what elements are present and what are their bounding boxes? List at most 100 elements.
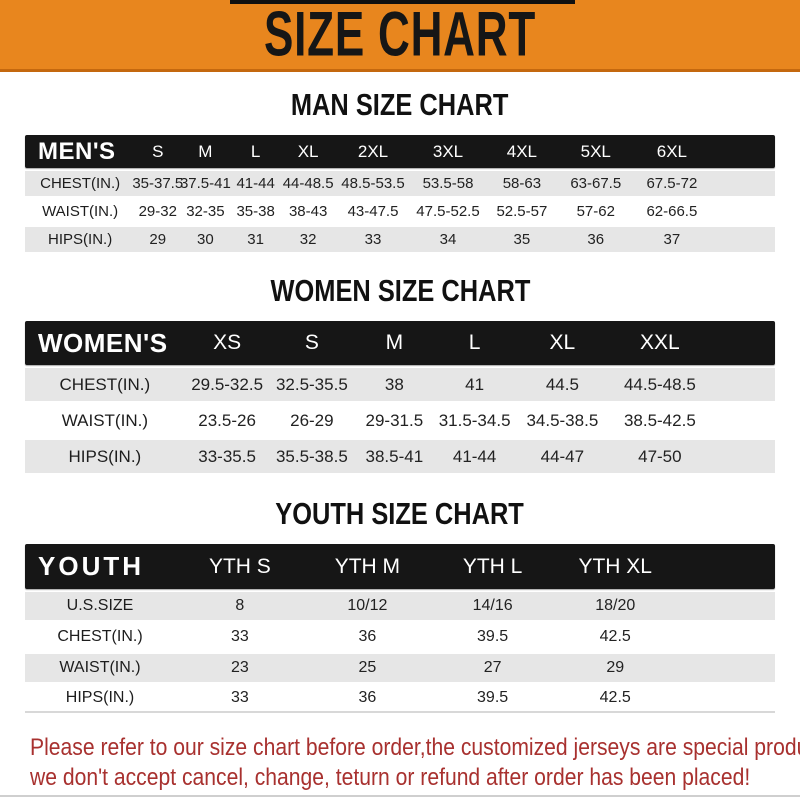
row-spacer <box>675 685 775 711</box>
size-value: 44-48.5 <box>282 175 334 193</box>
row-spacer <box>711 199 776 224</box>
size-value: 43-47.5 <box>347 203 399 221</box>
size-value: 29 <box>149 231 167 249</box>
size-value: 53.5-58 <box>422 175 474 193</box>
column-header: XS <box>213 331 242 355</box>
column-header: XL <box>549 331 576 355</box>
size-value: 42.5 <box>599 628 631 646</box>
section-title-youth: YOUTH SIZE CHART <box>275 496 525 532</box>
size-value: 39.5 <box>477 628 509 646</box>
size-value: 35.5-38.5 <box>275 446 348 466</box>
table-corner-label: YOUTH <box>38 551 144 582</box>
header-spacer <box>710 321 775 365</box>
section-title-man: MAN SIZE CHART <box>291 87 509 122</box>
size-value: 62-66.5 <box>646 203 698 221</box>
section-title-women: WOMEN SIZE CHART <box>270 273 530 309</box>
banner: SIZE CHART <box>0 0 800 72</box>
page-title: SIZE CHART <box>263 0 537 70</box>
column-header: YTH XL <box>578 554 652 578</box>
size-value: 31.5-34.5 <box>438 410 511 430</box>
table-header-row: YOUTH YTH S YTH M YTH L YTH XL <box>25 544 775 590</box>
size-value: 10/12 <box>347 597 388 615</box>
column-header: XL <box>297 141 319 161</box>
size-value: 32.5-35.5 <box>275 374 348 394</box>
row-label: WAIST(IN.) <box>59 659 141 677</box>
row-label: CHEST(IN.) <box>57 628 143 646</box>
size-value: 23.5-26 <box>198 410 256 430</box>
size-value: 41 <box>465 374 485 394</box>
size-value: 32 <box>299 231 317 249</box>
size-value: 26-29 <box>290 410 334 430</box>
size-value: 58-63 <box>502 175 542 193</box>
table-row: WAIST(IN.) 23 25 27 29 <box>25 654 775 683</box>
bottom-edge-line <box>0 795 800 797</box>
men-size-table: MEN'S S M L XL 2XL 3XL 4XL 5XL 6XL CHEST(IN.) 35-37… <box>25 135 776 253</box>
size-value: 39.5 <box>477 689 509 707</box>
table-row: WAIST(IN.) 23.5-26 26-29 29-31.5 31.5-34.5 34… <box>25 404 775 437</box>
section-women-size-chart: WOMEN SIZE CHART WOMEN'S XS S M L XL XXL CHEST(… <box>0 273 800 474</box>
size-value: 48.5-53.5 <box>341 175 405 193</box>
column-header: 6XL <box>656 141 687 161</box>
size-value: 23 <box>230 659 249 677</box>
row-spacer <box>710 404 775 437</box>
column-header: XXL <box>640 331 680 355</box>
size-value: 41-44 <box>452 446 497 466</box>
column-header: 4XL <box>506 141 537 161</box>
table-row: CHEST(IN.) 29.5-32.5 32.5-35.5 38 41 44.5 44.5… <box>25 368 775 402</box>
disclaimer-line-2: we don't accept cancel, change, teturn o… <box>30 763 751 791</box>
size-value: 52.5-57 <box>496 203 548 221</box>
table-row: CHEST(IN.) 35-37.5 37.5-41 41-44 44-48.5 48.5… <box>25 171 775 197</box>
size-value: 47.5-52.5 <box>416 203 480 221</box>
size-value: 37.5-41 <box>179 175 231 193</box>
row-spacer <box>711 227 776 252</box>
size-value: 44-47 <box>540 446 585 466</box>
row-spacer <box>675 654 775 682</box>
row-label: CHEST(IN.) <box>59 374 151 394</box>
column-header: S <box>152 141 164 161</box>
row-spacer <box>675 623 775 651</box>
column-header: 3XL <box>432 141 464 161</box>
column-header: L <box>250 141 261 161</box>
column-header: YTH S <box>208 554 271 578</box>
size-value: 29.5-32.5 <box>191 374 264 394</box>
row-label: HIPS(IN.) <box>68 446 142 466</box>
column-header: 2XL <box>357 141 389 161</box>
size-value: 31 <box>247 231 264 249</box>
size-value: 33-35.5 <box>198 446 256 466</box>
header-spacer <box>711 135 776 168</box>
charts-area: MAN SIZE CHART MEN'S S M L XL 2XL 3XL 4XL 5XL 6XL… <box>0 87 800 714</box>
size-value: 29 <box>606 659 625 677</box>
size-value: 33 <box>230 628 249 646</box>
column-header: M <box>198 141 213 161</box>
top-edge-black-bar <box>230 0 575 4</box>
size-value: 8 <box>235 597 245 615</box>
size-value: 18/20 <box>595 597 636 615</box>
column-header: L <box>468 331 481 355</box>
size-value: 35 <box>513 231 531 249</box>
size-value: 37 <box>663 231 681 249</box>
row-label: WAIST(IN.) <box>42 203 119 221</box>
size-value: 44.5 <box>545 374 579 394</box>
size-value: 47-50 <box>638 446 682 466</box>
table-row: HIPS(IN.) 33 36 39.5 42.5 <box>25 685 775 714</box>
table-corner-label: WOMEN'S <box>38 327 168 358</box>
table-header-row: WOMEN'S XS S M L XL XXL <box>25 321 775 366</box>
size-value: 36 <box>587 231 605 249</box>
size-value: 35-38 <box>236 203 275 221</box>
youth-size-table: YOUTH YTH S YTH M YTH L YTH XL U.S.SIZE 8 10/12… <box>25 544 775 714</box>
header-spacer <box>675 544 775 589</box>
size-value: 25 <box>358 659 377 677</box>
column-header: M <box>385 331 404 355</box>
table-row: U.S.SIZE 8 10/12 14/16 18/20 <box>25 592 775 621</box>
row-spacer <box>710 440 775 473</box>
disclaimer-line-1: Please refer to our size chart before or… <box>30 734 800 762</box>
table-row: HIPS(IN.) 29 30 31 32 33 34 35 36 37 <box>25 227 776 253</box>
section-youth-size-chart: YOUTH SIZE CHART YOUTH YTH S YTH M YTH L YTH… <box>0 496 800 714</box>
size-value: 33 <box>230 689 249 707</box>
size-value: 57-62 <box>576 203 615 221</box>
row-spacer <box>675 592 775 620</box>
row-label: HIPS(IN.) <box>65 689 135 707</box>
section-man-size-chart: MAN SIZE CHART MEN'S S M L XL 2XL 3XL 4XL 5XL 6XL… <box>0 87 800 253</box>
size-value: 14/16 <box>472 597 513 615</box>
